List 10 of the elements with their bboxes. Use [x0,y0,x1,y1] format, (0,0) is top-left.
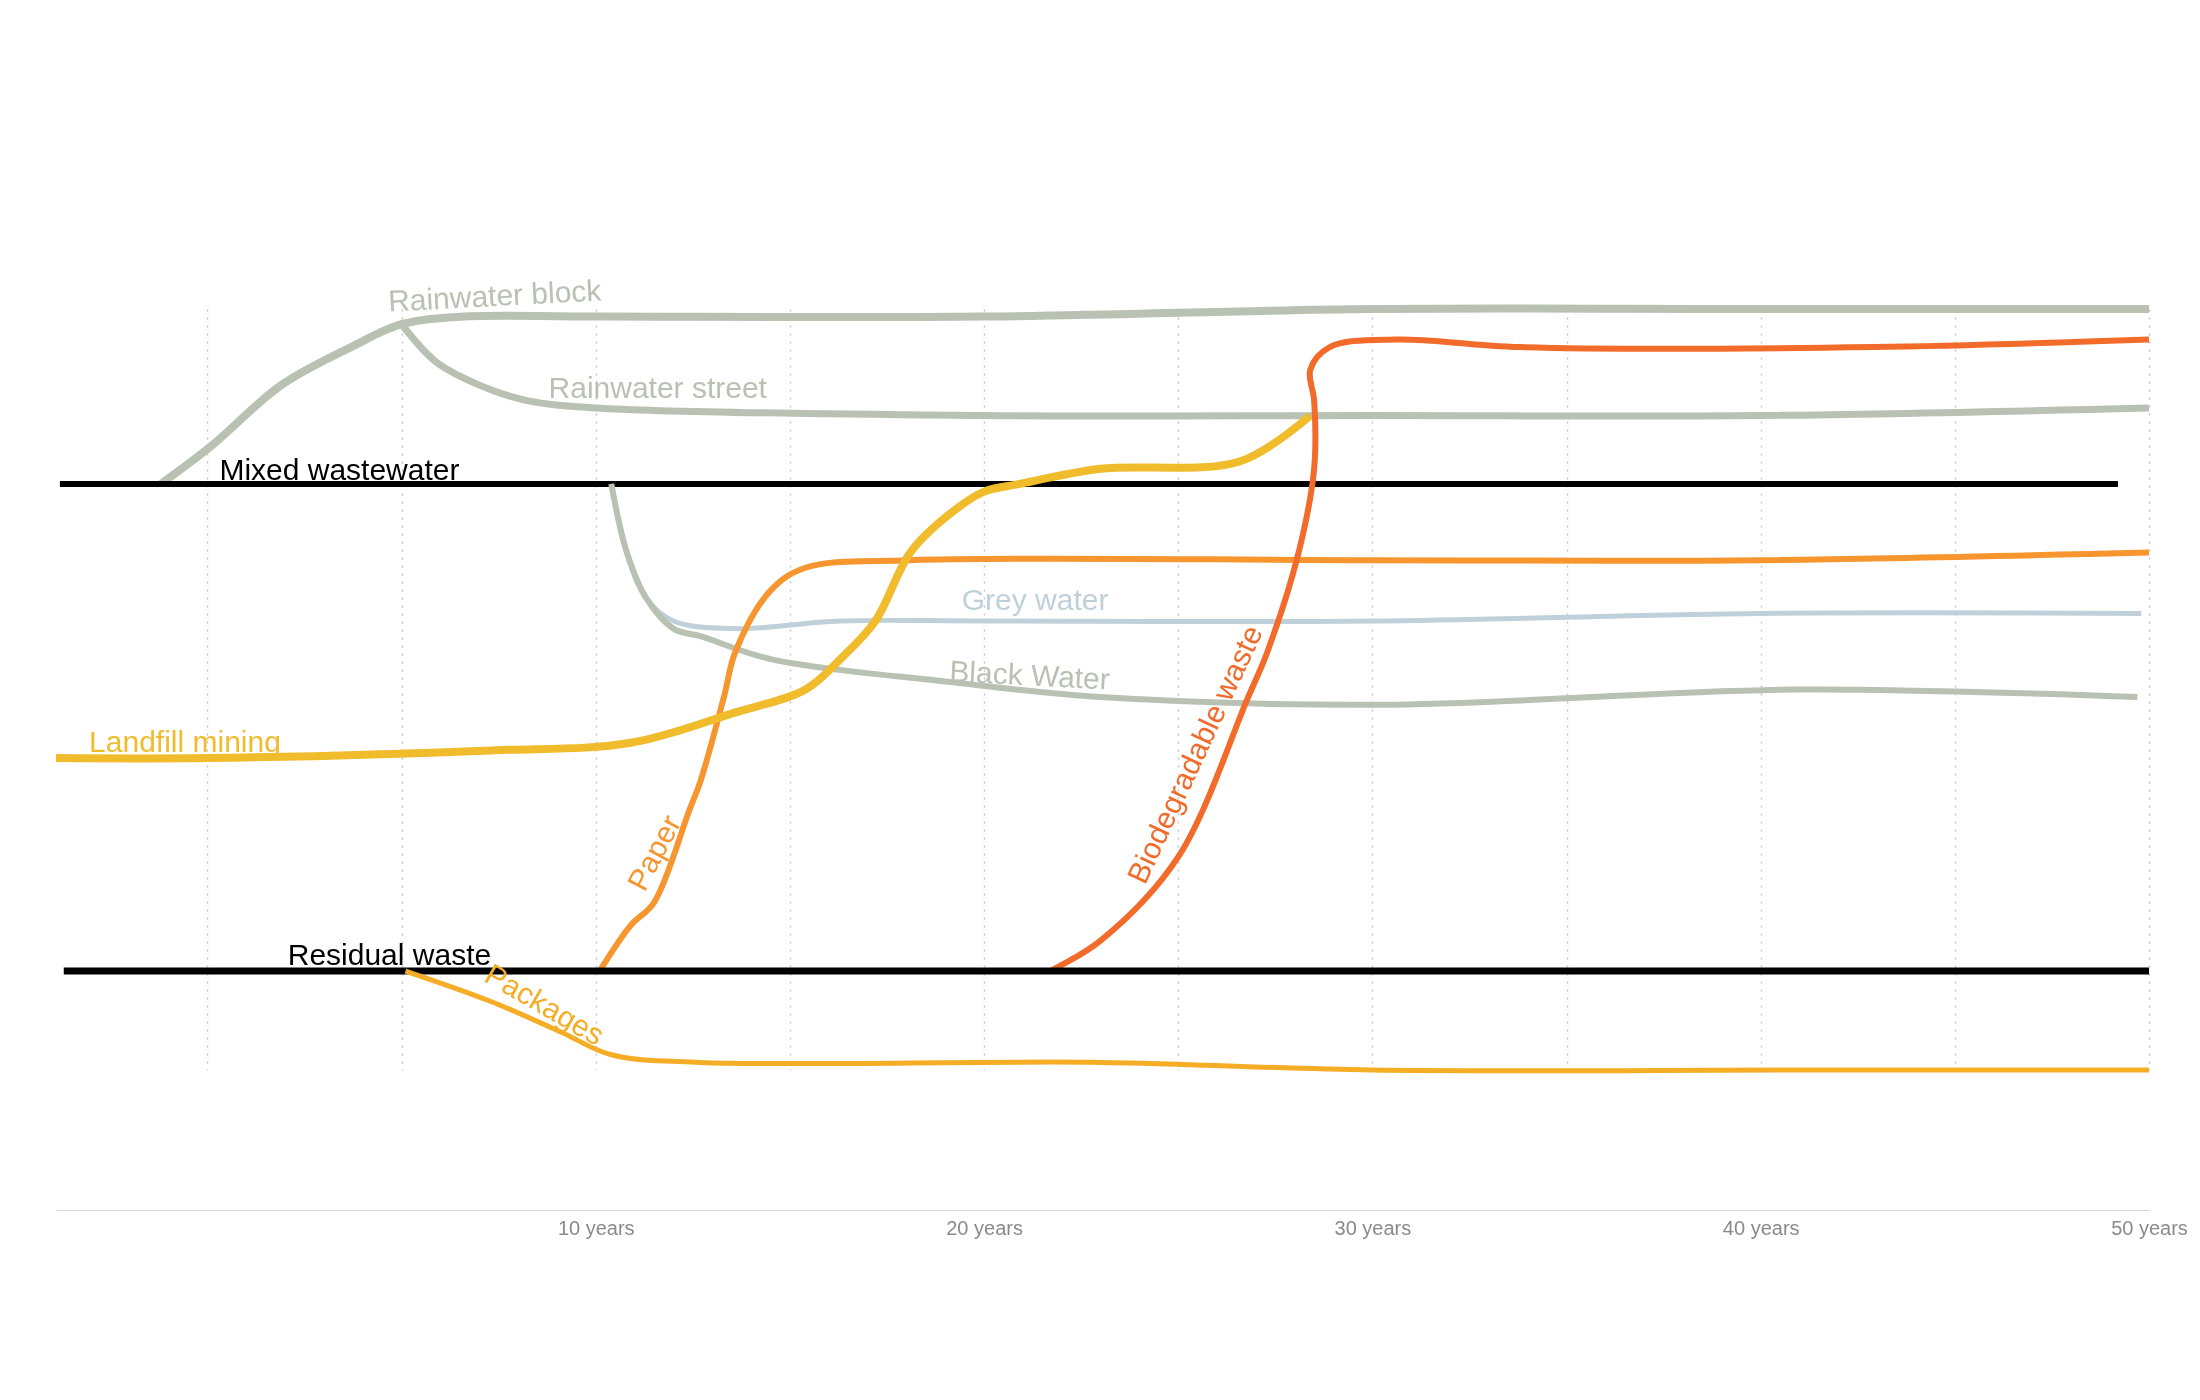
x-tick-label: 50 years [2111,1216,2188,1239]
x-tick-label: 20 years [946,1216,1023,1239]
series-label: Mixed wastewater [219,453,460,487]
series-label: Black Water [948,654,1111,696]
x-tick-label: 40 years [1722,1216,1800,1239]
series-label: Rainwater block [387,273,604,318]
x-tick-label: 10 years [557,1216,635,1239]
series-label: Grey water [961,583,1109,617]
series-label: Rainwater street [548,370,768,404]
x-tick-label: 30 years [1334,1216,1412,1239]
